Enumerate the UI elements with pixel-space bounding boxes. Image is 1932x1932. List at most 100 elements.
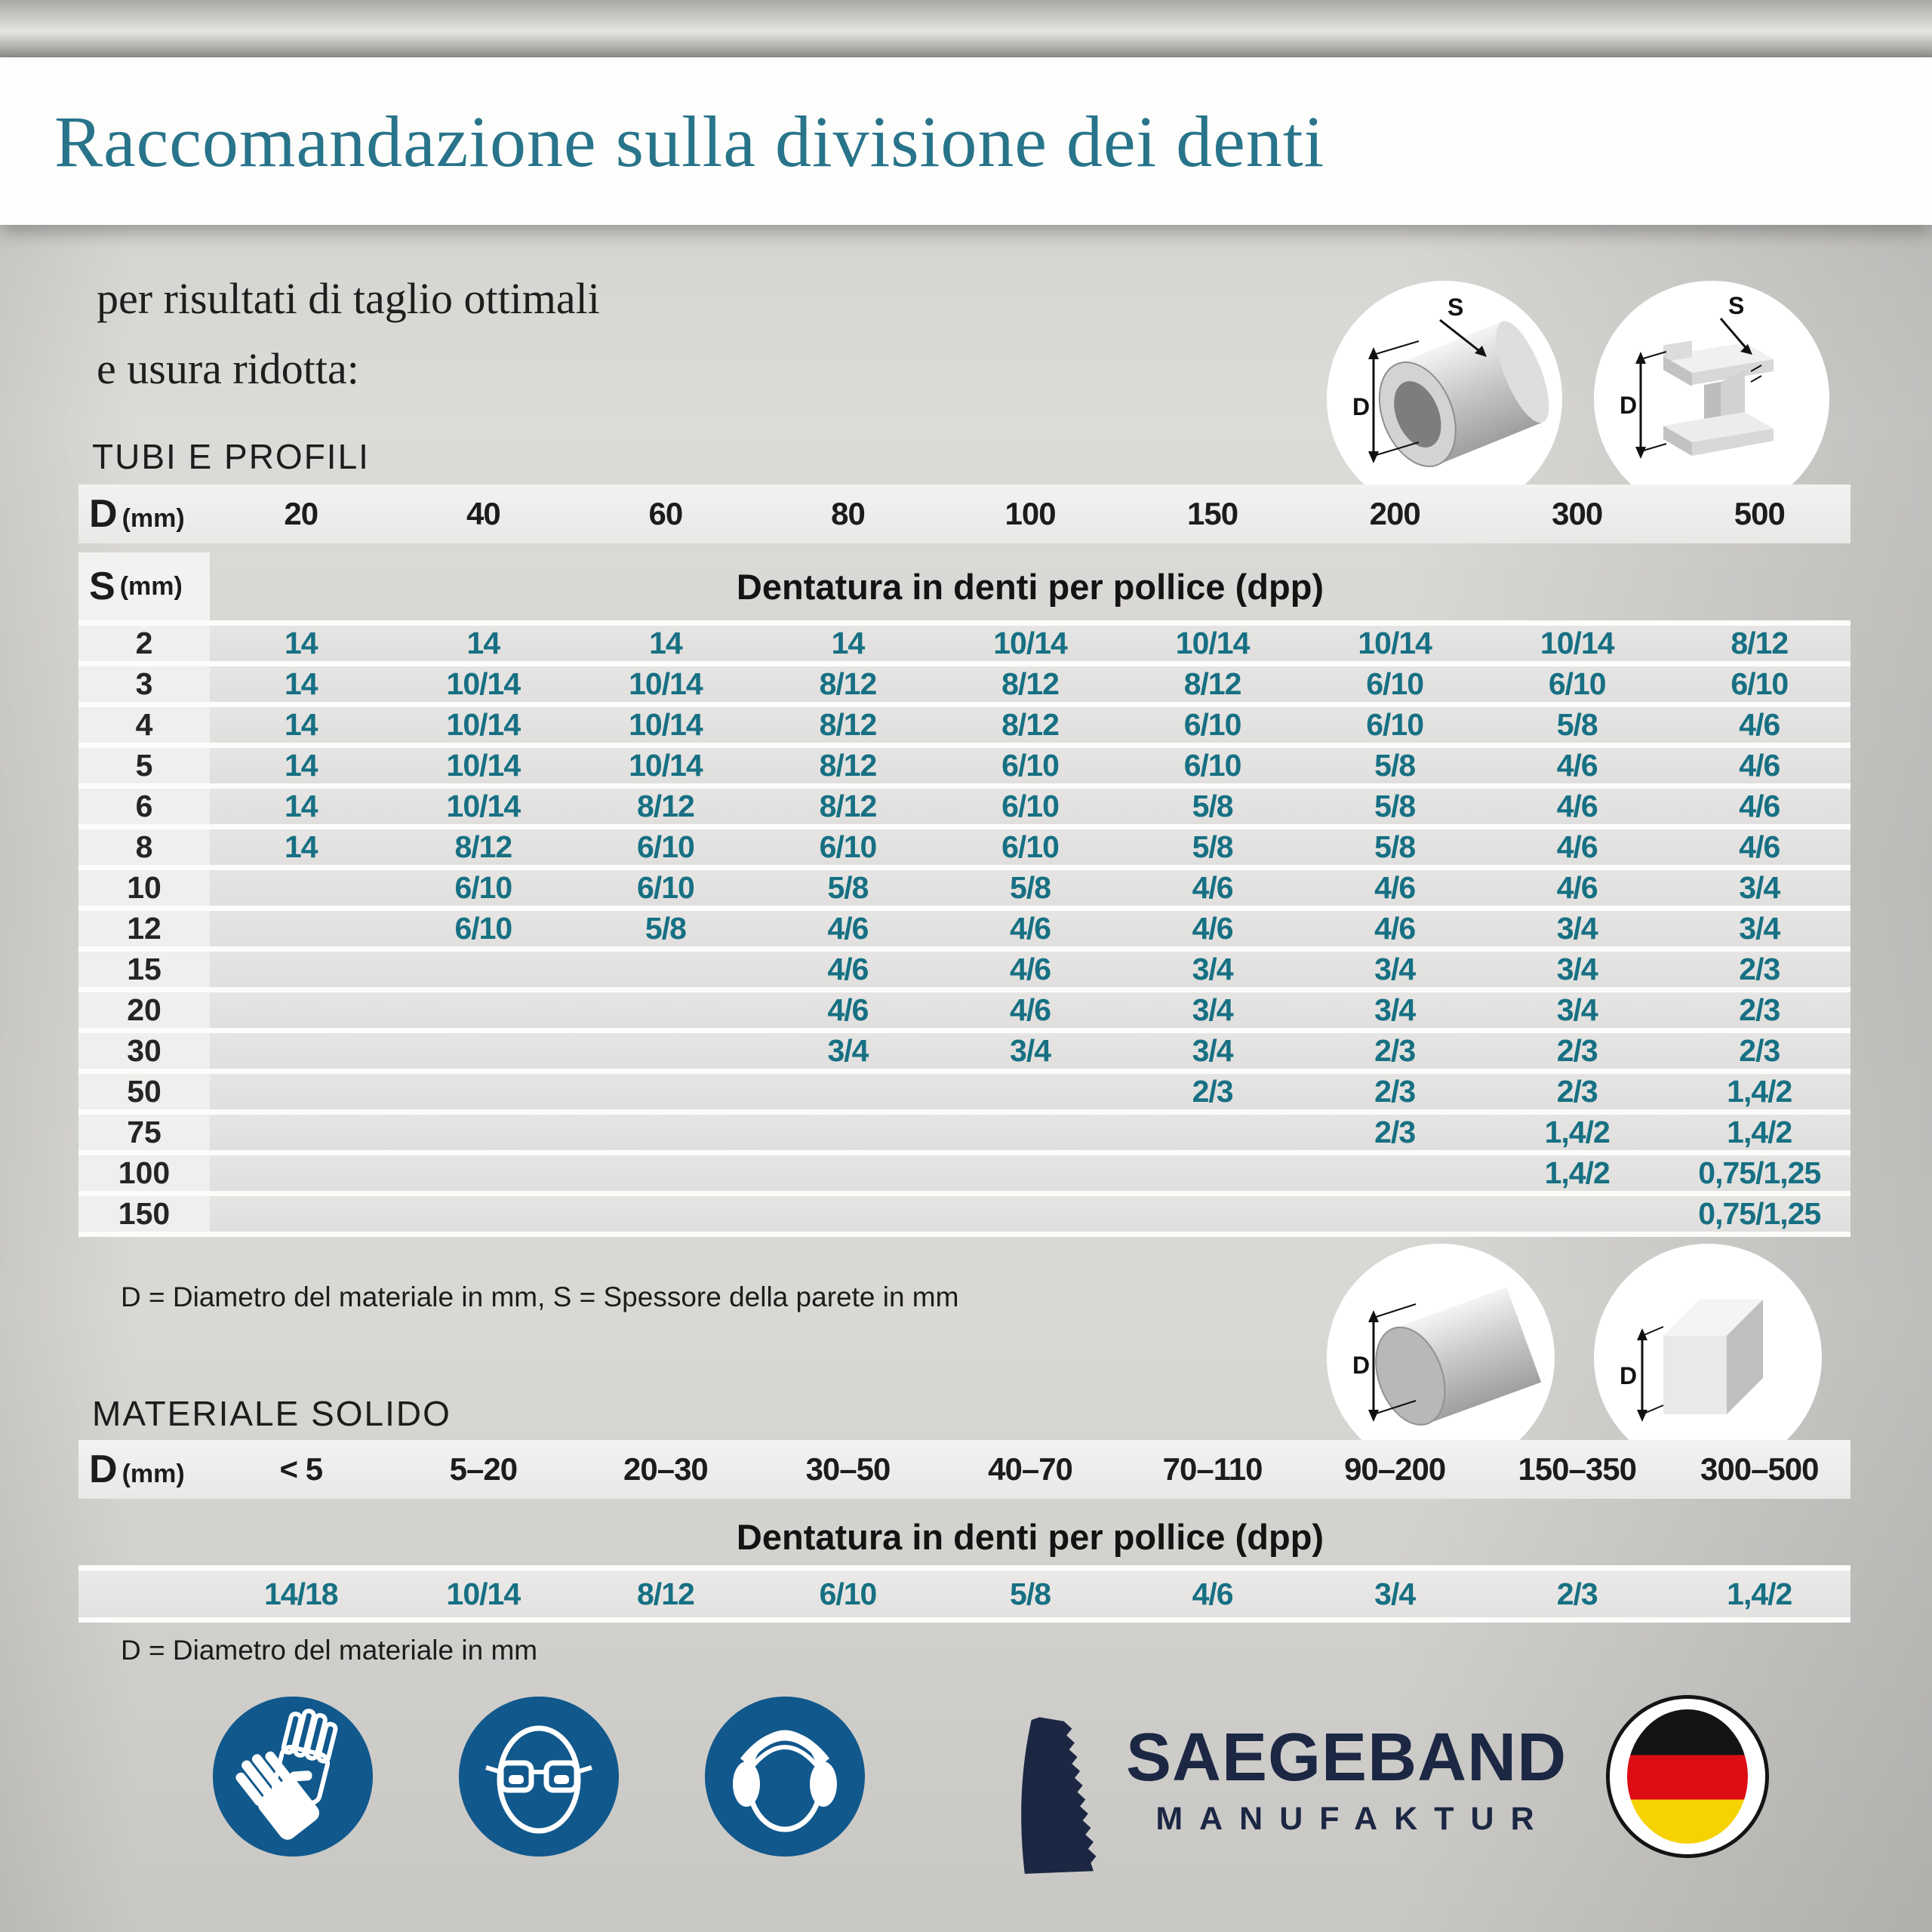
brand-subtitle: MANUFAKTUR xyxy=(1155,1801,1551,1837)
cell-value: 4/6 xyxy=(1739,829,1780,864)
cell-value xyxy=(1121,1155,1304,1191)
cell-value xyxy=(939,1196,1121,1232)
cell-value: 10/14 xyxy=(446,748,521,783)
cell-value: 4/6 xyxy=(1739,789,1780,823)
cell-value xyxy=(210,870,392,906)
cell-value: 5/8 xyxy=(1374,789,1416,823)
cell-value xyxy=(210,952,392,987)
cell-value xyxy=(210,992,392,1028)
cell-value xyxy=(392,1155,575,1191)
row-label-s: 50 xyxy=(78,1074,210,1109)
cell-value: 6/10 xyxy=(454,870,512,905)
row-label-s: 15 xyxy=(78,952,210,987)
cell-value: 8/12 xyxy=(637,1577,695,1611)
cell-value: 14 xyxy=(284,829,318,864)
cell-value: 5/8 xyxy=(1192,829,1234,864)
subtitle-line-2: e usura ridotta: xyxy=(97,343,359,393)
round-bar-icon: D xyxy=(1327,1244,1555,1472)
brand-logo: SAEGEBAND MANUFAKTUR xyxy=(1126,1720,1567,1838)
column-header: 500 xyxy=(1734,496,1786,531)
cell-value: 1,4/2 xyxy=(1727,1074,1792,1109)
tube-cross-section-icon: D S xyxy=(1327,281,1562,516)
column-header: 90–200 xyxy=(1344,1451,1446,1487)
row-label-s: 12 xyxy=(78,911,210,946)
cell-value: 14 xyxy=(284,626,318,660)
row-label-s: 8 xyxy=(78,829,210,865)
cell-value: 4/6 xyxy=(1192,1577,1234,1611)
d-unit: (mm) xyxy=(122,1460,185,1488)
tubes-rows: 2 14 14 14 14 10/14 10/14 10/14 10/14 8/12 3 14 10/1… xyxy=(78,620,1850,1237)
cell-value: 14 xyxy=(466,626,501,660)
column-header: 20 xyxy=(284,496,318,531)
cell-value: 5/8 xyxy=(1556,707,1598,742)
column-header: 150 xyxy=(1187,496,1238,531)
row-band: 14 10/14 10/14 8/12 8/12 6/10 6/10 5/8 4/6 xyxy=(210,707,1850,743)
cell-value: 6/10 xyxy=(1183,748,1242,783)
cell-value: 6/10 xyxy=(454,911,512,946)
top-metal-strip xyxy=(0,0,1932,57)
cell-value: 5/8 xyxy=(1374,748,1416,783)
subtitle-line-1: per risultati di taglio ottimali xyxy=(97,274,600,323)
table-row: 5 14 10/14 10/14 8/12 6/10 6/10 5/8 4/6 4/6 xyxy=(78,748,1850,783)
column-header: 300–500 xyxy=(1700,1451,1820,1487)
cell-value: 2/3 xyxy=(1192,1074,1234,1109)
cell-value: 10/14 xyxy=(629,707,703,742)
column-header: 100 xyxy=(1004,496,1056,531)
brand-name: SAEGEBAND xyxy=(1126,1720,1567,1795)
cell-value: 1,4/2 xyxy=(1544,1155,1611,1190)
cell-value: 4/6 xyxy=(1374,911,1416,946)
column-header: 300 xyxy=(1552,496,1603,531)
cell-value xyxy=(574,1155,757,1191)
cell-value xyxy=(1121,1196,1304,1232)
square-bar-icon: D xyxy=(1594,1244,1822,1472)
cell-value: 4/6 xyxy=(827,992,869,1027)
row-band: 3/4 3/4 3/4 2/3 2/3 2/3 xyxy=(210,1033,1850,1069)
cell-value: 3/4 xyxy=(1192,992,1234,1027)
solid-footnote: D = Diametro del materiale in mm xyxy=(121,1635,538,1666)
cell-value: 14 xyxy=(284,666,318,701)
table-row: 4 14 10/14 10/14 8/12 8/12 6/10 6/10 5/8 4/6 xyxy=(78,707,1850,743)
cell-value: 2/3 xyxy=(1739,952,1780,986)
tubes-footnote: D = Diametro del materiale in mm, S = Sp… xyxy=(121,1281,959,1312)
table-row: 6 14 10/14 8/12 8/12 6/10 5/8 5/8 4/6 4/6 xyxy=(78,789,1850,824)
wear-ear-protection-icon xyxy=(705,1697,865,1857)
row-band: 14 14 14 14 10/14 10/14 10/14 10/14 8/12 xyxy=(210,626,1850,661)
cell-value xyxy=(210,1115,392,1150)
dimension-label-d: D xyxy=(1352,393,1370,420)
cell-value: 6/10 xyxy=(1730,666,1789,701)
cell-value: 5/8 xyxy=(1010,870,1051,905)
cell-value: 8/12 xyxy=(1730,626,1789,660)
cell-value: 3/4 xyxy=(1739,870,1780,905)
column-header: 60 xyxy=(648,496,684,531)
cell-value: 3/4 xyxy=(1739,911,1780,946)
solid-values-wrap: 14/18 10/14 8/12 6/10 5/8 4/6 3/4 2/3 1,4/2 xyxy=(78,1565,1850,1623)
cell-value: 6/10 xyxy=(1366,707,1424,742)
column-header: 70–110 xyxy=(1162,1451,1263,1487)
cell-value: 4/6 xyxy=(827,952,869,986)
cell-value xyxy=(574,1033,757,1069)
cell-value: 10/14 xyxy=(1358,626,1432,660)
cell-value: 10/14 xyxy=(1175,626,1251,660)
cell-value: 4/6 xyxy=(1010,992,1051,1027)
cell-value: 3/4 xyxy=(1374,952,1416,986)
column-header: 150–350 xyxy=(1518,1451,1637,1487)
s-label: S xyxy=(89,565,115,608)
cell-value xyxy=(210,1074,392,1109)
row-band: 2/3 2/3 2/3 1,4/2 xyxy=(210,1074,1850,1109)
cell-value: 4/6 xyxy=(1739,707,1780,742)
table-row: 8 14 8/12 6/10 6/10 6/10 5/8 5/8 4/6 4/6 xyxy=(78,829,1850,865)
tubes-table: D (mm) 20 40 60 80 100 150 200 300 500 S (mm) Dent… xyxy=(78,485,1850,1237)
column-header: 40 xyxy=(466,496,501,531)
row-label-s: 2 xyxy=(78,626,210,661)
wear-gloves-icon xyxy=(213,1697,373,1857)
cell-value: 3/4 xyxy=(1556,911,1598,946)
row-label-s: 4 xyxy=(78,707,210,743)
row-band: 2/3 1,4/2 1,4/2 xyxy=(210,1115,1850,1150)
tubes-s-row: S (mm) Dentatura in denti per pollice (dp… xyxy=(78,552,1850,620)
cell-value xyxy=(392,992,575,1028)
cell-value: 2/3 xyxy=(1556,1577,1598,1611)
cell-value: 8/12 xyxy=(819,789,878,823)
cell-value xyxy=(392,1115,575,1150)
row-label-s: 75 xyxy=(78,1115,210,1150)
table-row: 3 14 10/14 10/14 8/12 8/12 8/12 6/10 6/10 6/10 xyxy=(78,666,1850,702)
